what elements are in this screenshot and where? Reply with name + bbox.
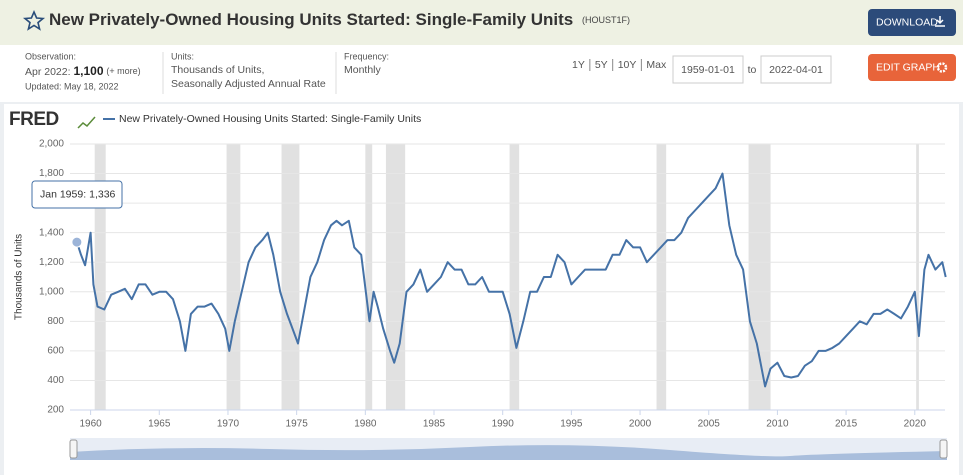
units-line2: Seasonally Adjusted Annual Rate [171,78,326,90]
tooltip-value: 1,336 [89,188,115,200]
more-link[interactable]: (+ more) [106,66,140,76]
x-tick-label: 1960 [79,419,102,430]
y-tick-label: 1,400 [39,227,64,238]
logo-icon [77,116,96,129]
end-date: 2022-04-01 [769,64,823,76]
y-axis-label: Thousands of Units [14,234,25,320]
x-tick-label: 1975 [286,419,309,430]
y-tick-label: 800 [47,316,64,327]
frequency: Monthly [344,64,382,76]
header-bg [0,0,963,45]
x-tick-label: 2000 [629,419,652,430]
y-tick-label: 400 [47,375,64,386]
download-text: DOWNLOAD [876,16,938,28]
y-tick-label: 1,800 [39,168,64,179]
x-tick-label: 2010 [766,419,789,430]
navigator-handle[interactable] [939,439,948,459]
units-label: Units: [171,51,194,61]
download-icon [935,16,945,27]
legend-label: New Privately-Owned Housing Units Starte… [119,113,421,125]
range-button[interactable]: 1Y [572,59,585,71]
x-tick-label: 2005 [698,419,721,430]
tooltip: Jan 1959: 1,336 [40,188,116,200]
gear-icon [936,62,948,73]
recession-band [226,144,241,410]
observation-label: Observation: [25,51,76,61]
x-tick-label: 2020 [904,419,927,430]
recession-band [509,144,520,410]
data-line [75,172,947,388]
x-tick-label: 1965 [148,419,171,430]
updated: Updated: May 18, 2022 [25,81,119,91]
observation-date: Apr 2022: [25,66,71,78]
start-date-input[interactable] [672,55,744,84]
edit-graph-bg [868,54,956,81]
x-tick-label: 1990 [492,419,515,430]
recession-band [385,144,406,410]
x-tick-label: 2015 [835,419,858,430]
edit-graph-button[interactable]: EDIT GRAPH [868,54,956,81]
y-tick-label: 2,000 [39,139,64,150]
units-line1: Thousands of Units, [171,64,264,76]
y-tick-label: 1,200 [39,257,64,268]
chart-bg [4,104,959,475]
start-date: 1959-01-01 [681,64,735,76]
range-button[interactable]: Max [646,59,667,71]
tooltip-date: Jan 1959: [40,188,86,200]
plot: 2004006008001,0001,2001,4001,6001,8002,0… [31,139,947,430]
title: New Privately-Owned Housing Units Starte… [49,10,630,29]
hover-point [71,236,83,248]
x-tick-label: 1980 [354,419,377,430]
y-tick-label: 600 [47,346,64,357]
range-buttons: 1Y 5Y 10Y Max [572,59,667,71]
y-tick-label: 1,000 [39,286,64,297]
end-date-input[interactable] [760,55,832,84]
download-button[interactable]: DOWNLOAD [868,9,956,36]
y-tick-label: 200 [47,405,64,416]
recession-band [281,144,300,410]
download-bg [868,9,956,36]
x-tick-label: 1995 [560,419,583,430]
series-code: (HOUST1F) [582,15,630,25]
observation-value: 1,100 [73,64,103,78]
edit-graph-text: EDIT GRAPH [876,61,940,73]
frequency-label: Frequency: [344,51,389,61]
recession-band [748,144,771,410]
range-button[interactable]: 5Y [595,59,608,71]
recession-band [94,144,106,410]
fred-logo: FRED [9,109,59,130]
title-text: New Privately-Owned Housing Units Starte… [49,10,573,29]
range-button[interactable]: 10Y [618,59,637,71]
observation: Apr 2022: 1,100 (+ more) [25,64,141,78]
x-tick-label: 1970 [217,419,240,430]
recession-band [656,144,667,410]
x-tick-label: 1985 [423,419,446,430]
recession-band [365,144,373,410]
navigator-handle[interactable] [69,439,78,459]
favorite-star[interactable] [22,9,46,31]
tooltip-box [31,180,123,209]
to-label: to [748,64,757,76]
recession-band [916,144,919,410]
navigator-area [70,445,947,460]
